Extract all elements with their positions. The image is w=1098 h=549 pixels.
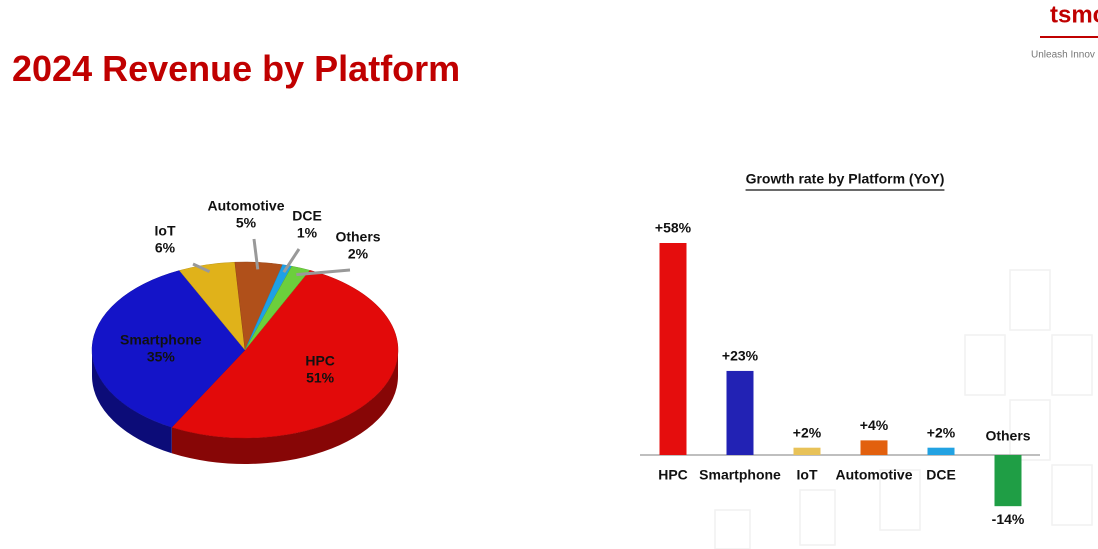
bar-value-label: +4% bbox=[860, 417, 889, 433]
pie-label: DCE bbox=[292, 208, 322, 224]
bar-value-label: +58% bbox=[655, 220, 692, 236]
tagline: Unleash Innov bbox=[1031, 50, 1095, 61]
pie-value-label: 35% bbox=[147, 348, 176, 364]
pie-slice bbox=[244, 265, 311, 351]
bar-value-label: -14% bbox=[992, 511, 1025, 527]
x-tick-label: HPC bbox=[658, 467, 688, 483]
x-tick-label: Others bbox=[985, 428, 1030, 444]
leader-line bbox=[192, 262, 211, 274]
pie-slice bbox=[91, 270, 246, 428]
x-tick-label: IoT bbox=[797, 467, 818, 483]
x-tick-label: DCE bbox=[926, 467, 956, 483]
leader-line bbox=[282, 248, 301, 273]
bar bbox=[994, 455, 1022, 507]
slide-title: 2024 Revenue by Platform bbox=[12, 48, 460, 89]
bar-value-label: +23% bbox=[722, 348, 759, 364]
bar bbox=[793, 447, 821, 455]
pie-label: Others bbox=[335, 229, 380, 245]
leader-line bbox=[296, 268, 351, 277]
background-pattern bbox=[714, 269, 1093, 549]
x-tick-label: Automotive bbox=[836, 467, 913, 483]
pie-side bbox=[171, 350, 398, 464]
pie-slice bbox=[171, 269, 399, 439]
pie-side bbox=[91, 350, 172, 454]
pie-label: IoT bbox=[155, 223, 176, 239]
pie-label: Smartphone bbox=[120, 331, 202, 347]
pie-value-label: 51% bbox=[306, 370, 335, 386]
pie-label: Automotive bbox=[208, 198, 285, 214]
pie-label: HPC bbox=[305, 353, 335, 369]
bar bbox=[927, 447, 955, 455]
bar bbox=[726, 370, 754, 455]
x-tick-label: Smartphone bbox=[699, 467, 781, 483]
bar-value-label: +2% bbox=[793, 424, 822, 440]
pie-value-label: 6% bbox=[155, 240, 176, 256]
bar-title: Growth rate by Platform (YoY) bbox=[746, 171, 945, 187]
pie-value-label: 1% bbox=[297, 225, 318, 241]
leader-line bbox=[252, 238, 260, 270]
pie-value-label: 2% bbox=[348, 246, 369, 262]
logo: tsmc bbox=[1050, 1, 1098, 28]
bar bbox=[860, 440, 888, 455]
bar-value-label: +2% bbox=[927, 424, 956, 440]
bar bbox=[659, 243, 687, 455]
pie-value-label: 5% bbox=[236, 215, 257, 231]
